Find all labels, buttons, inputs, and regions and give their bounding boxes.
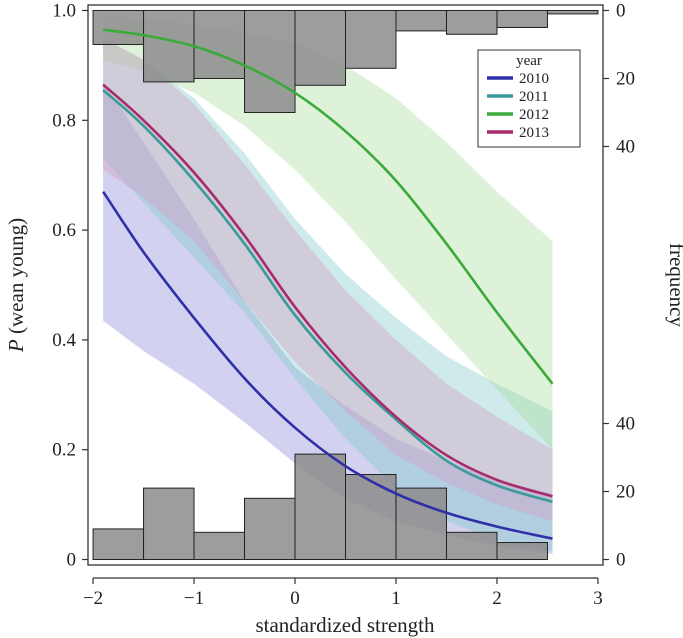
hist-top-bar (244, 9, 296, 113)
freq-bottom-tick-label: 40 (616, 414, 635, 435)
y-tick-label: 1.0 (52, 0, 76, 21)
line-2012 (102, 28, 554, 385)
band-2011 (103, 37, 553, 552)
hist-bottom-bar (345, 474, 397, 561)
hist-bottom-bar (193, 531, 246, 561)
frequency-axis-title: frequency (665, 243, 683, 327)
hist-top-bar (92, 9, 145, 45)
y-axis-title-rest: (wean young) (4, 218, 28, 339)
hist-bottom-bar (92, 528, 145, 561)
hist-top-bar (445, 9, 498, 35)
x-tick-label: −1 (184, 588, 204, 609)
freq-bottom-tick-label: 20 (616, 482, 635, 503)
hist-top-bar (496, 9, 548, 28)
x-axis-title: standardized strength (255, 613, 435, 637)
hist-top-bar (546, 9, 599, 15)
freq-top-tick-label: 40 (616, 136, 635, 157)
y-axis-title-italic: P (4, 339, 28, 353)
hist-top-bar (294, 9, 346, 86)
y-axis-title: P (wean young) (4, 218, 28, 353)
hist-top-bar (143, 9, 195, 83)
plot-frame (87, 4, 604, 566)
hist-bottom-bar (143, 487, 195, 561)
y-tick-label: 0.6 (52, 220, 76, 241)
y-tick-label: 0.8 (52, 110, 76, 131)
legend-label-2011: 2011 (519, 89, 548, 105)
x-axis: −2 −1 0 1 2 3 (83, 577, 603, 609)
hist-bottom-bar (496, 542, 548, 561)
y-tick-label: 0 (67, 550, 77, 571)
legend-label-2010: 2010 (519, 71, 549, 87)
line-2011 (102, 89, 553, 504)
x-tick-label: 2 (492, 588, 502, 609)
hist-bottom-bar (395, 487, 447, 561)
band-2013 (103, 37, 553, 522)
legend-title: year (516, 53, 542, 69)
frequency-axis: 0 20 40 0 20 40 (603, 0, 635, 571)
legend: year 2010 2011 2012 2013 (477, 49, 581, 148)
hist-top-bar (395, 9, 447, 32)
series-lines (102, 28, 554, 540)
histogram-top (92, 9, 599, 113)
freq-top-tick-label: 0 (616, 0, 626, 21)
legend-label-2012: 2012 (519, 107, 549, 123)
hist-bottom-bar (244, 497, 296, 561)
x-tick-label: −2 (83, 588, 103, 609)
hist-bottom-bar (294, 453, 346, 561)
hist-bottom-bar (445, 531, 498, 561)
freq-top-tick-label: 20 (616, 68, 635, 89)
legend-label-2013: 2013 (519, 125, 549, 141)
x-tick-label: 0 (290, 588, 300, 609)
x-tick-label: 1 (391, 588, 401, 609)
histogram-bottom (92, 453, 548, 561)
y-axis: 0 0.2 0.4 0.6 0.8 1.0 (52, 0, 88, 571)
x-tick-label: 3 (593, 588, 603, 609)
line-2010 (102, 190, 553, 540)
hist-top-bar (193, 9, 246, 79)
line-2013 (102, 83, 553, 498)
hist-top-bar (345, 9, 397, 69)
y-tick-label: 0.4 (52, 330, 76, 351)
y-tick-label: 0.2 (52, 440, 76, 461)
freq-bottom-tick-label: 0 (616, 550, 626, 571)
